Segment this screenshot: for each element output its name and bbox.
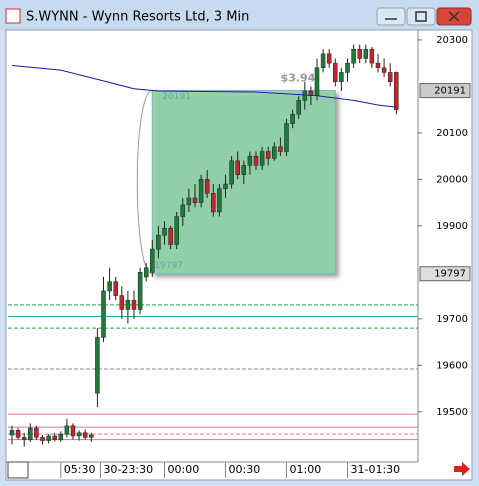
candle-body <box>131 299 137 310</box>
price-tag <box>419 83 471 99</box>
candle-body <box>107 281 112 292</box>
window-title: S.WYNN - Wynn Resorts Ltd, 3 Min <box>26 10 249 25</box>
candle-body <box>265 151 271 159</box>
candle-body <box>247 155 253 166</box>
candle-body <box>211 193 216 213</box>
candle-body <box>278 146 283 152</box>
x-tick-label: 01:00 <box>290 463 322 476</box>
candle-body <box>162 227 167 236</box>
price-tag <box>419 266 471 282</box>
candle-body <box>302 90 308 101</box>
candle-body <box>95 337 100 394</box>
candle-body <box>241 165 247 175</box>
candle-body <box>198 179 204 203</box>
box-bottom-label: 19797 <box>154 261 183 271</box>
candle-body <box>314 67 320 96</box>
candle-body <box>21 437 27 440</box>
candle-body <box>143 267 149 278</box>
candle-body <box>113 281 118 296</box>
candle-body <box>259 151 265 166</box>
x-tick-label: 00:00 <box>168 463 200 476</box>
candle-body <box>290 114 295 124</box>
candle-body <box>34 427 39 438</box>
candle-body <box>168 227 173 245</box>
candle-body <box>174 216 179 245</box>
price-tag-label: 19797 <box>434 269 466 280</box>
candle-body <box>192 197 198 203</box>
candle-body <box>369 48 375 64</box>
price-tag-label: 20191 <box>434 86 466 97</box>
candle-body <box>186 197 192 206</box>
x-tick-label: 00:30 <box>229 463 261 476</box>
y-tick-label: 19600 <box>436 360 468 371</box>
candle-body <box>296 100 301 115</box>
candle-body <box>204 179 210 194</box>
candle-body <box>9 430 15 436</box>
candle-body <box>15 430 21 438</box>
candle-body <box>64 425 70 435</box>
candle-body <box>180 204 186 217</box>
candle-body <box>326 53 332 64</box>
candle-body <box>76 432 82 437</box>
candle-body <box>333 62 338 82</box>
y-tick-label: 19500 <box>436 407 468 418</box>
candle-body <box>46 435 51 441</box>
candle-body <box>387 72 393 82</box>
candle-body <box>217 188 222 213</box>
candle-body <box>223 183 228 189</box>
candle-body <box>28 427 33 440</box>
candle-body <box>381 67 387 73</box>
window-button-icons <box>385 11 460 22</box>
corner-box[interactable] <box>7 461 29 479</box>
candle-body <box>70 425 76 437</box>
y-tick-label: 19700 <box>436 314 468 325</box>
candle-body <box>150 248 155 273</box>
minimize-button[interactable] <box>376 7 406 26</box>
candle-body <box>394 72 399 110</box>
y-tick-label: 19900 <box>436 221 468 232</box>
candle-body <box>351 48 356 64</box>
candle-body <box>125 299 131 310</box>
candle-body <box>284 123 289 152</box>
candle-body <box>40 437 45 441</box>
candle-body <box>320 53 326 69</box>
moving-average <box>11 64 397 108</box>
candle-body <box>339 72 344 82</box>
candle-body <box>58 433 64 440</box>
box-top-label: 20191 <box>162 92 191 102</box>
candle-body <box>156 234 161 250</box>
y-tick-label: 20000 <box>436 174 468 185</box>
candle-body <box>363 48 369 59</box>
x-tick-label: 05:30 <box>64 463 96 476</box>
y-tick-label: 20100 <box>436 128 468 139</box>
candle-body <box>375 62 381 69</box>
candle-body <box>52 435 57 440</box>
candle-body <box>119 295 125 310</box>
x-tick-label: 31-01:30 <box>351 463 401 476</box>
candle-body <box>101 290 106 338</box>
maximize-button[interactable] <box>406 7 436 26</box>
candle-body <box>357 48 362 59</box>
candle-body <box>272 146 277 159</box>
candle-body <box>235 160 240 175</box>
candle-body <box>89 434 94 438</box>
candle-body <box>253 155 259 166</box>
x-tick-label: 30-23:30 <box>103 463 153 476</box>
candle-body <box>82 432 88 438</box>
y-tick-label: 20300 <box>436 35 468 46</box>
candle-body <box>345 62 350 73</box>
box-label: $3.94 <box>281 72 316 85</box>
candle-body <box>137 272 143 310</box>
app-icon <box>5 8 21 24</box>
scroll-arrow[interactable] <box>454 462 470 476</box>
candle-body <box>229 160 234 185</box>
